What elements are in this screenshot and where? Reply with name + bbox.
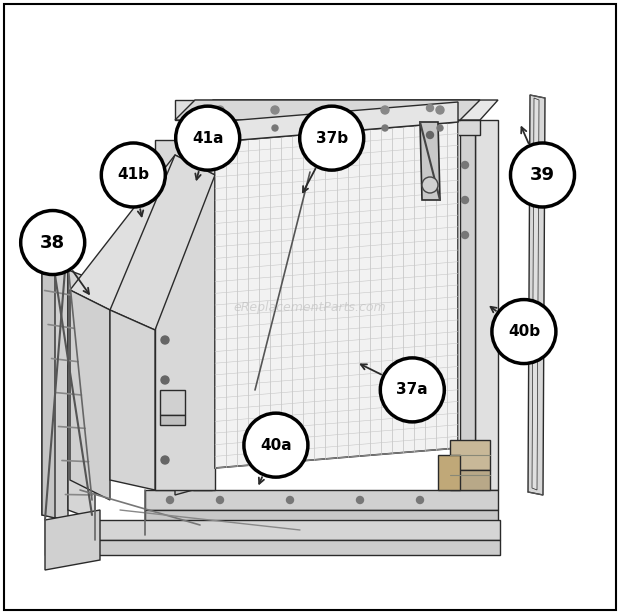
Polygon shape [215,122,458,468]
Polygon shape [475,120,498,490]
Polygon shape [193,135,212,490]
Polygon shape [175,100,480,120]
Polygon shape [160,390,185,415]
Polygon shape [438,455,460,490]
Polygon shape [70,290,110,500]
Circle shape [101,143,166,207]
Circle shape [382,125,388,131]
Polygon shape [460,120,475,490]
Polygon shape [215,102,458,142]
Polygon shape [70,155,215,310]
Circle shape [244,413,308,477]
Text: 40a: 40a [260,438,292,453]
Polygon shape [450,470,490,490]
Polygon shape [420,122,440,200]
Polygon shape [45,540,500,555]
Text: 39: 39 [530,166,555,184]
Text: 37a: 37a [396,383,428,397]
Polygon shape [145,490,498,510]
Circle shape [417,497,423,503]
Circle shape [286,497,293,503]
Circle shape [492,300,556,363]
Polygon shape [42,265,55,518]
Text: 41a: 41a [192,131,223,146]
Circle shape [436,106,444,114]
Text: 37b: 37b [316,131,348,146]
Circle shape [461,196,469,203]
Circle shape [510,143,575,207]
Circle shape [161,456,169,464]
Circle shape [380,358,445,422]
Circle shape [326,106,334,114]
Circle shape [461,231,469,238]
Polygon shape [45,520,500,540]
Circle shape [20,211,85,274]
Circle shape [161,336,169,344]
Circle shape [167,497,174,503]
Circle shape [327,125,333,131]
Polygon shape [195,100,498,120]
Polygon shape [110,155,215,330]
Polygon shape [55,525,498,540]
Polygon shape [68,270,95,520]
Polygon shape [528,95,545,495]
Polygon shape [155,140,215,490]
Text: 40b: 40b [508,324,540,339]
Polygon shape [110,310,155,490]
Text: 38: 38 [40,233,65,252]
Circle shape [217,125,223,131]
Text: 41b: 41b [117,168,149,182]
Circle shape [356,497,363,503]
Circle shape [272,125,278,131]
Circle shape [175,106,240,170]
Polygon shape [175,135,193,495]
Polygon shape [45,510,100,570]
Polygon shape [450,440,490,470]
Circle shape [299,106,364,170]
Polygon shape [42,265,68,520]
Circle shape [461,161,469,168]
Circle shape [381,106,389,114]
Polygon shape [175,100,460,120]
Circle shape [427,131,433,139]
Circle shape [216,497,223,503]
Circle shape [161,376,169,384]
Polygon shape [532,98,539,490]
Text: eReplacementParts.com: eReplacementParts.com [234,300,386,314]
Circle shape [161,416,169,424]
Circle shape [437,125,443,131]
Circle shape [271,106,279,114]
Circle shape [422,177,438,193]
Circle shape [427,104,433,112]
Circle shape [216,106,224,114]
Polygon shape [195,120,480,135]
Polygon shape [160,415,185,425]
Polygon shape [145,510,498,525]
